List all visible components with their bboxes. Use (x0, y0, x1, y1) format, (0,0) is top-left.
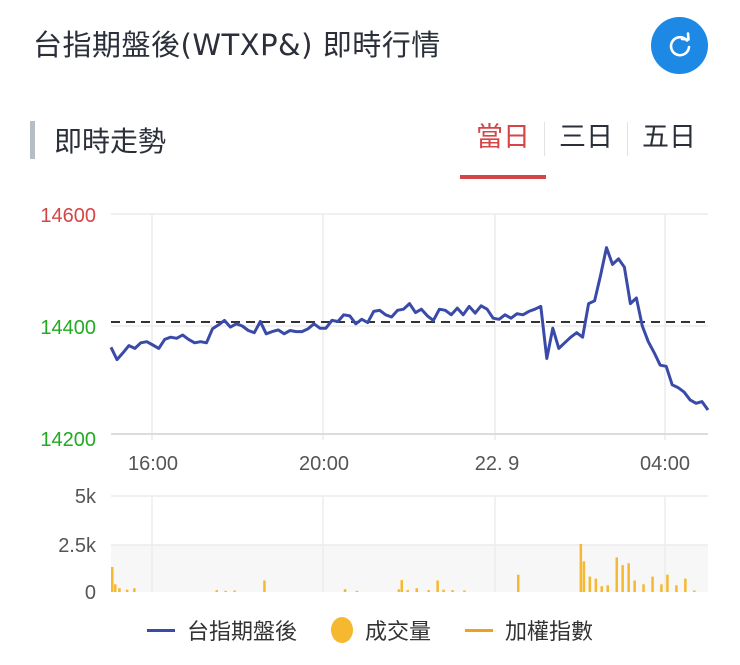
volume-bar (594, 578, 598, 592)
x-tick-2000: 20:00 (299, 453, 349, 475)
volume-lower-band (111, 545, 708, 592)
volume-bar (406, 590, 409, 592)
volume-bar (588, 576, 592, 592)
legend-label: 加權指數 (505, 620, 594, 645)
price-series-line (109, 246, 710, 411)
volume-bar (442, 589, 445, 592)
chart-legend: 台指期盤後 成交量 加權指數 (0, 610, 740, 650)
volume-bar (621, 565, 624, 592)
volume-bar (582, 561, 586, 592)
page-header: 台指期盤後(WTXP&) 即時行情 (0, 0, 740, 95)
volume-bar (579, 544, 583, 592)
price-y-axis-labels: 14600 14400 14200 (40, 205, 96, 451)
volume-bar (233, 590, 236, 592)
volume-bar (118, 588, 121, 592)
page-title: 台指期盤後(WTXP&) 即時行情 (33, 28, 441, 62)
volume-bar (451, 590, 454, 592)
volume-bar (114, 584, 117, 592)
volume-bar (436, 580, 439, 592)
volume-bar (224, 590, 227, 592)
volume-y-axis-labels: 5k 2.5k 0 (58, 486, 97, 604)
legend-label: 成交量 (364, 620, 431, 645)
volume-bars (111, 544, 696, 592)
volume-bar (463, 590, 466, 592)
price-grid (111, 213, 708, 440)
legend-item-futures[interactable]: 台指期盤後 (146, 614, 297, 646)
price-volume-chart[interactable]: 14600 14400 14200 16:00 20:00 22. 9 04:0… (0, 190, 740, 605)
volume-bar (660, 584, 663, 592)
volume-bar (263, 580, 266, 592)
legend-line-icon (465, 628, 493, 632)
realtime-trend-section: 即時走勢 當日 三日 五日 (0, 110, 740, 180)
volume-bar (400, 580, 403, 592)
vol-tick-0: 0 (85, 582, 96, 604)
volume-bar (651, 576, 654, 592)
tab-today[interactable]: 當日 (460, 118, 546, 179)
volume-bar (397, 589, 401, 592)
legend-dot-icon (330, 617, 353, 643)
refresh-button[interactable] (651, 17, 708, 74)
volume-bar (600, 586, 603, 592)
volume-bar (343, 589, 347, 592)
y-tick-14200: 14200 (40, 429, 96, 451)
volume-bar (427, 590, 430, 592)
volume-bar (133, 588, 136, 592)
volume-bar (642, 584, 645, 592)
tab-divider (544, 122, 545, 156)
section-title: 即時走勢 (54, 125, 167, 158)
volume-bar (693, 590, 696, 592)
y-tick-14400: 14400 (40, 317, 96, 339)
volume-bar (615, 557, 618, 592)
x-tick-1600: 16:00 (128, 453, 178, 475)
volume-bar (125, 589, 129, 592)
tab-three-days[interactable]: 三日 (559, 122, 613, 153)
volume-bar (517, 574, 520, 592)
volume-bar (675, 585, 678, 592)
vol-tick-5k: 5k (75, 486, 97, 508)
y-tick-14600: 14600 (40, 205, 96, 227)
legend-item-weighted-index[interactable]: 加權指數 (465, 614, 593, 646)
volume-bar (627, 563, 630, 592)
section-accent-bar (30, 121, 35, 159)
x-axis-labels: 16:00 20:00 22. 9 04:00 (128, 453, 690, 475)
volume-bar (215, 590, 218, 592)
legend-label: 台指期盤後 (186, 620, 297, 645)
refresh-icon (669, 31, 690, 56)
x-tick-22-9: 22. 9 (475, 453, 519, 475)
tab-five-days[interactable]: 五日 (642, 122, 696, 153)
volume-bar (666, 574, 669, 592)
period-tabs: 當日 三日 五日 (460, 118, 710, 179)
volume-bar (606, 585, 609, 592)
volume-grid (111, 495, 708, 592)
tab-divider (627, 122, 628, 156)
volume-bar (415, 588, 418, 592)
vol-tick-2-5k: 2.5k (58, 535, 97, 557)
legend-item-volume[interactable]: 成交量 (330, 614, 431, 646)
legend-line-icon (146, 628, 175, 632)
volume-bar (111, 567, 114, 592)
x-tick-0400: 04:00 (640, 453, 690, 475)
volume-bar (633, 580, 636, 592)
volume-bar (684, 578, 687, 592)
volume-bar (355, 590, 359, 592)
